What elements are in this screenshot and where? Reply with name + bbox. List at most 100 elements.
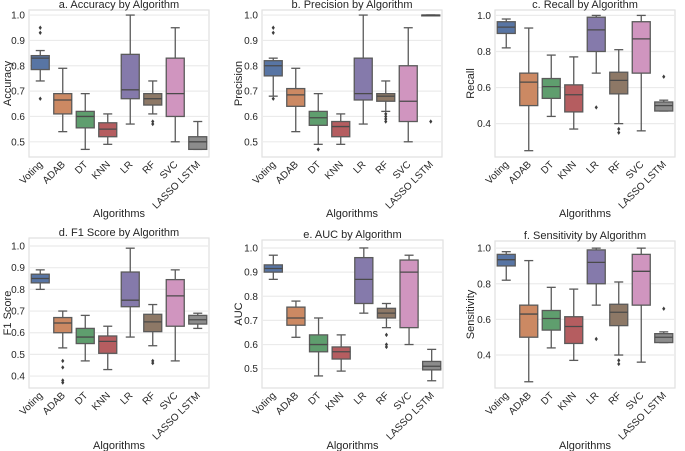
outlier-point <box>617 126 621 132</box>
outlier-point <box>384 111 388 117</box>
y-tick-label: 0.4 <box>477 119 491 130</box>
y-tick-label: 1.0 <box>11 11 25 22</box>
box-knn <box>331 113 351 145</box>
x-tick-label: LR <box>352 159 369 176</box>
x-axis-label: Algorithms <box>559 440 611 451</box>
box-body <box>654 101 674 112</box>
box-adab <box>519 27 539 152</box>
box-body <box>519 304 539 338</box>
box-body <box>165 57 185 118</box>
outlier-point <box>61 365 65 370</box>
outlier-point <box>384 342 389 347</box>
box-body <box>53 92 73 115</box>
outlier-point <box>38 30 42 36</box>
x-tick-label: RF <box>607 390 624 407</box>
y-tick-label: 0.6 <box>244 112 258 123</box>
outlier-point <box>617 130 621 135</box>
box-body <box>519 72 539 107</box>
x-tick-label: DT <box>73 390 90 407</box>
box-lasso-lstm <box>654 74 674 112</box>
box-svc <box>631 247 651 363</box>
box-dt <box>75 314 95 362</box>
y-tick-label: 0.8 <box>244 292 258 303</box>
x-tick-label: Voting <box>18 390 45 417</box>
box-body <box>586 249 606 285</box>
box-lasso-lstm <box>188 312 208 330</box>
y-tick-label: 1.0 <box>11 242 25 253</box>
x-tick-label: DT <box>539 159 556 176</box>
y-tick-label: 0.8 <box>11 61 25 72</box>
x-tick-label: Voting <box>484 390 511 417</box>
box-svc <box>165 27 185 143</box>
box-body <box>631 253 651 306</box>
box-lr <box>120 247 140 338</box>
outlier-point <box>151 119 155 124</box>
x-tick-label: KNN <box>90 390 113 413</box>
y-tick-label: 0.9 <box>244 268 258 279</box>
y-tick-label: 1.0 <box>244 243 258 254</box>
y-axis-label: Sensitivity <box>465 289 477 339</box>
box-lasso-lstm <box>188 120 208 151</box>
box-knn <box>98 325 118 371</box>
x-tick-label: LR <box>119 390 136 407</box>
outlier-point <box>151 358 155 364</box>
outlier-point <box>151 121 155 127</box>
outlier-point <box>662 74 666 79</box>
x-tick-label: Voting <box>18 159 45 186</box>
x-tick-label: RF <box>141 159 158 176</box>
x-axis-label: Algorithms <box>93 440 145 451</box>
box-rf <box>376 80 396 124</box>
y-tick-label: 0.7 <box>244 87 258 98</box>
y-axis-label: F1 Score <box>2 291 14 336</box>
y-axis-label: Recall <box>465 68 477 99</box>
outlier-point <box>384 119 388 124</box>
box-body <box>354 256 374 305</box>
y-tick-label: 0.5 <box>11 137 25 148</box>
x-tick-label: LR <box>119 159 136 176</box>
box-rf <box>376 302 397 350</box>
box-knn <box>564 288 584 362</box>
outlier-point <box>384 116 388 122</box>
x-tick-label: DT <box>306 390 323 407</box>
x-tick-label: KNN <box>323 159 346 182</box>
box-lasso-lstm <box>421 14 441 124</box>
y-tick-label: 0.8 <box>11 285 25 296</box>
y-tick-label: 0.4 <box>11 372 25 383</box>
box-rf <box>609 49 629 135</box>
x-tick-label: Voting <box>251 390 278 417</box>
y-tick-label: 0.8 <box>477 279 491 290</box>
y-tick-label: 0.8 <box>477 47 491 58</box>
box-body <box>120 271 140 308</box>
y-tick-label: 0.8 <box>244 61 258 72</box>
x-axis-label: Algorithms <box>559 208 611 220</box>
outlier-point <box>662 306 666 311</box>
y-tick-label: 1.0 <box>477 244 491 255</box>
x-tick-label: RF <box>374 159 391 176</box>
box-body <box>564 316 584 345</box>
outlier-point <box>61 358 65 364</box>
box-lasso-lstm <box>421 348 442 382</box>
outlier-point <box>38 25 42 30</box>
box-svc <box>631 14 651 132</box>
box-body <box>631 21 651 74</box>
box-lr <box>586 247 606 342</box>
box-body <box>53 316 73 334</box>
x-tick-label: DT <box>306 159 323 176</box>
x-tick-label: RF <box>374 390 391 407</box>
box-body <box>609 303 629 327</box>
box-voting <box>30 269 50 291</box>
box-body <box>75 327 95 345</box>
y-tick-label: 0.9 <box>11 36 25 47</box>
x-tick-label: LR <box>352 390 369 407</box>
x-tick-label: KNN <box>324 390 347 413</box>
box-body <box>398 65 418 123</box>
x-tick-label: KNN <box>90 159 113 182</box>
y-tick-label: 0.7 <box>11 87 25 98</box>
x-tick-label: ADAB <box>507 159 534 186</box>
box-voting <box>496 251 516 281</box>
x-tick-label: ADAB <box>274 390 301 417</box>
y-tick-label: 1.0 <box>244 11 258 22</box>
y-tick-label: 0.6 <box>477 83 491 94</box>
